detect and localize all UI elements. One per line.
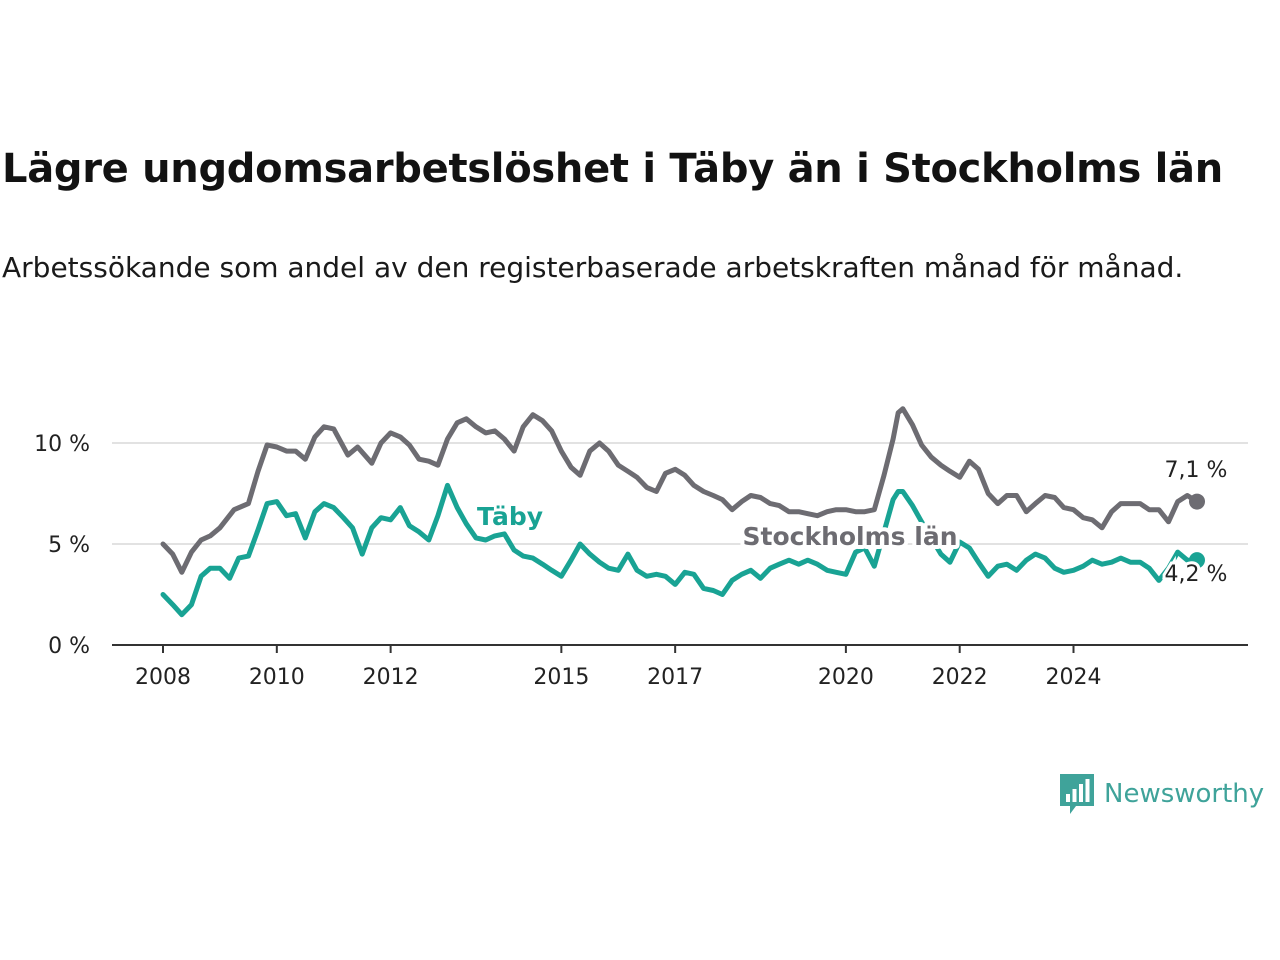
series-line-taby xyxy=(160,482,1200,618)
x-tick-label: 2024 xyxy=(1046,665,1102,690)
series-label-taby: Täby xyxy=(477,502,543,531)
newsworthy-brand-name: Newsworthy xyxy=(1104,779,1265,809)
gridlines xyxy=(112,442,1248,545)
chart-title: Lägre ungdomsarbetslöshet i Täby än i St… xyxy=(2,146,1223,192)
series-label-stockholms-lan: Stockholms län xyxy=(743,522,958,551)
end-marker xyxy=(1189,552,1205,569)
series-labels: Stockholms län Täby xyxy=(473,498,962,555)
x-axis-ticks: 2008 2010 2012 2015 2017 2020 2022 2024 xyxy=(135,645,1102,690)
x-tick-label: 2015 xyxy=(533,665,589,690)
x-tick-label: 2020 xyxy=(818,665,874,690)
x-tick-label: 2017 xyxy=(647,665,703,690)
x-tick-label: 2008 xyxy=(135,665,191,690)
x-tick-label: 2010 xyxy=(249,665,305,690)
end-value-label: 7,1 % xyxy=(1165,458,1228,483)
x-tick-label: 2022 xyxy=(932,665,988,690)
newsworthy-brand[interactable]: Newsworthy xyxy=(1058,772,1264,816)
newsworthy-logo-icon xyxy=(1060,774,1094,814)
end-marker xyxy=(1189,493,1205,510)
y-tick-label: 10 % xyxy=(34,432,90,457)
x-tick-label: 2012 xyxy=(363,665,419,690)
y-axis-ticks: 0 % 5 % 10 % xyxy=(34,432,90,659)
y-tick-label: 5 % xyxy=(48,533,90,558)
end-markers: 7,1 % 4,2 % xyxy=(1162,455,1231,590)
line-chart: 0 %5 %10 % 2008 2010 2012 2015 2017 2020 2022 2… xyxy=(34,406,1248,690)
chart-subtitle: Arbetssökande som andel av den registerb… xyxy=(2,251,1184,284)
series-lines xyxy=(160,406,1200,618)
end-value-label: 4,2 % xyxy=(1165,562,1228,587)
y-tick-label: 0 % xyxy=(48,634,90,659)
series-line-stockholms-lan xyxy=(160,406,1200,575)
